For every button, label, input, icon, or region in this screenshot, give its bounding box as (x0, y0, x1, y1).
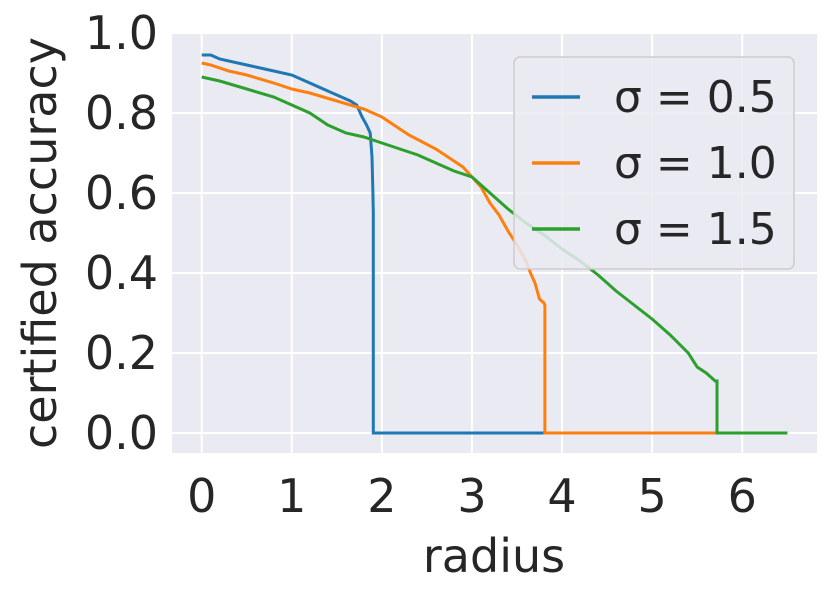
legend-label-3: σ = 1.5 (614, 204, 777, 255)
tick-labels: 0 1 2 3 4 5 6 0.0 0.2 0.4 0.6 0.8 1.0 (85, 6, 757, 523)
x-tick-label: 1 (277, 469, 306, 523)
legend-box (513, 56, 795, 270)
x-tick-label: 4 (547, 469, 576, 523)
series-line-1 (201, 53, 788, 435)
x-tick-label: 5 (638, 469, 667, 523)
y-axis-label: certified accuracy (13, 37, 67, 449)
y-tick-label: 0.8 (85, 86, 158, 140)
x-tick-label: 6 (728, 469, 757, 523)
x-tick-label: 0 (187, 469, 216, 523)
y-tick-label: 0.0 (85, 406, 158, 460)
x-tick-label: 2 (367, 469, 396, 523)
y-tick-label: 0.2 (85, 326, 158, 380)
x-tick-label: 3 (457, 469, 486, 523)
y-tick-label: 0.6 (85, 166, 158, 220)
series-lines (201, 53, 788, 435)
y-tick-label: 1.0 (85, 6, 158, 60)
legend: σ = 0.5 σ = 1.0 σ = 1.5 (513, 56, 795, 270)
y-tick-label: 0.4 (85, 246, 158, 300)
series-line-3 (201, 75, 788, 435)
x-axis-label: radius (423, 529, 565, 583)
legend-label-1: σ = 0.5 (614, 72, 777, 123)
legend-label-2: σ = 1.0 (614, 138, 777, 189)
